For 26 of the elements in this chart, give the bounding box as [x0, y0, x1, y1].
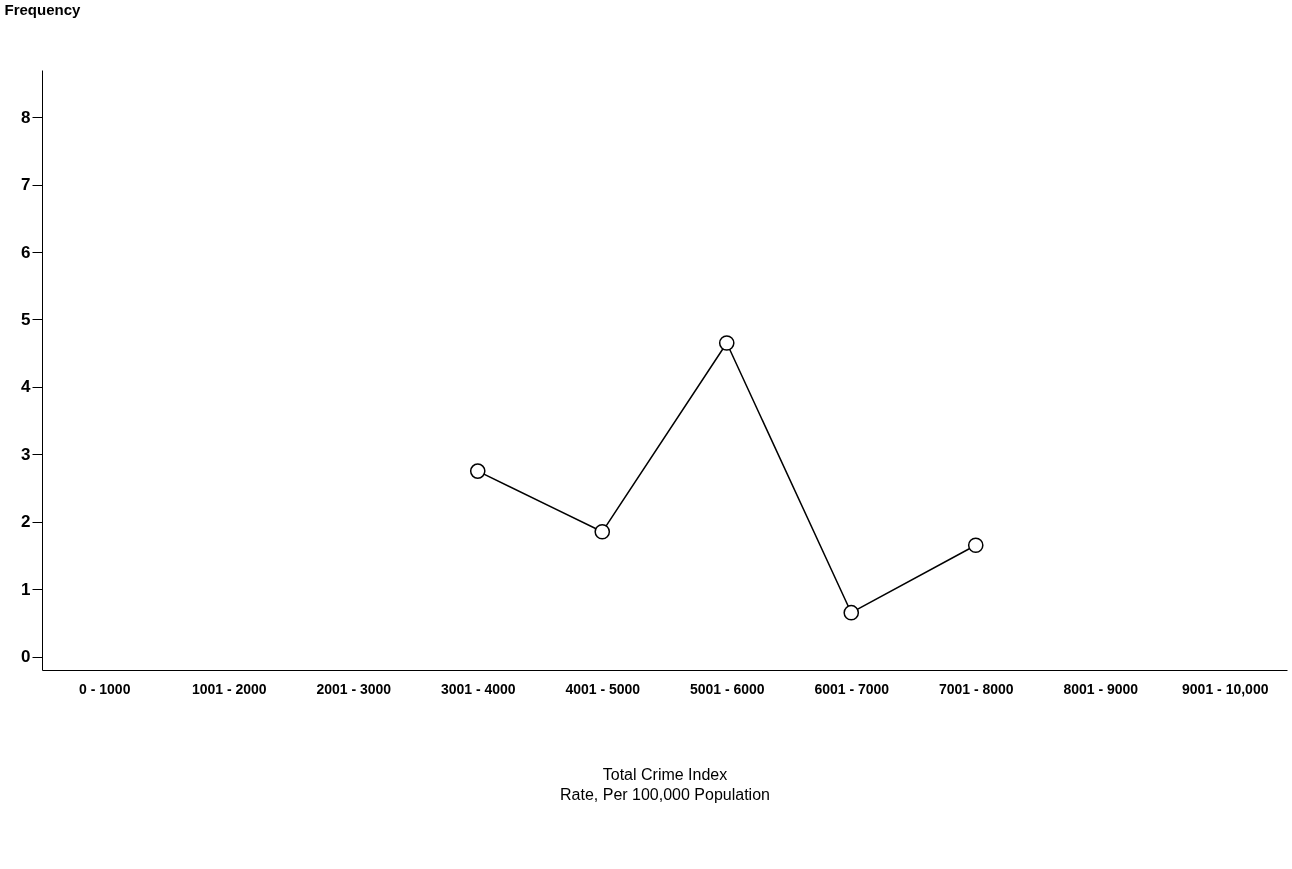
x-tick-label: 1001 - 2000	[191, 680, 267, 697]
y-tick-label: 7	[21, 175, 31, 195]
x-tick-label: 2001 - 3000	[316, 680, 392, 697]
x-tick-label: 3001 - 4000	[440, 680, 516, 697]
y-tick-label: 8	[21, 107, 31, 127]
y-axis-title: Frequency	[4, 0, 82, 18]
x-tick-label: 8001 - 9000	[1063, 680, 1139, 697]
point	[469, 463, 486, 479]
y-tick-label: 5	[21, 309, 31, 329]
point	[718, 335, 735, 351]
y-tick-label: 3	[21, 444, 31, 464]
y-tick-label: 0	[21, 647, 31, 667]
y-tick-label: 1	[21, 579, 31, 599]
x-tick-label: 9001 - 10,000	[1182, 680, 1269, 697]
point	[594, 523, 611, 540]
x-axis-title: Total Crime Index Rate, Per 100,000 Population	[560, 765, 770, 803]
x-tick-label: 5001 - 6000	[689, 680, 765, 697]
y-tick-label: 6	[21, 242, 31, 262]
y-tick-label: 2	[21, 512, 31, 532]
point	[967, 537, 984, 554]
x-tick-label: 7001 - 8000	[938, 680, 1014, 697]
x-tick-label: 4001 - 5000	[565, 680, 641, 697]
y-tick-label: 4	[21, 377, 32, 397]
x-tick-label: 0 - 1000	[79, 680, 131, 697]
point	[843, 604, 860, 621]
x-tick-label: 6001 - 7000	[814, 680, 890, 697]
